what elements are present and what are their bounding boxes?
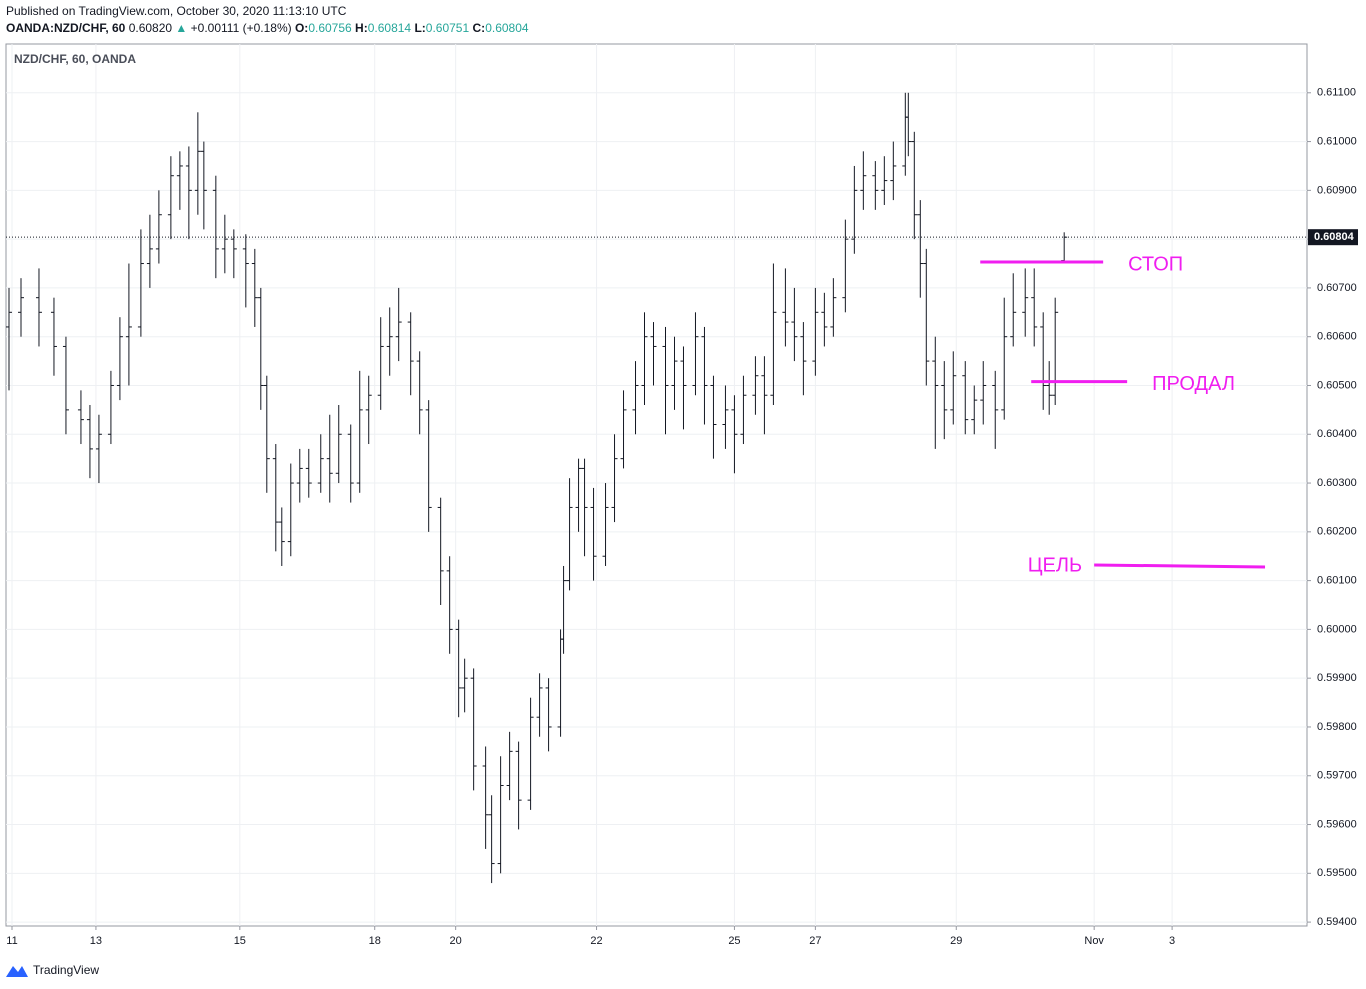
chart-title: NZD/CHF, 60, OANDA (14, 52, 136, 66)
x-tick-label: Nov (1084, 935, 1104, 947)
y-tick-label: 0.60000 (1317, 623, 1357, 635)
annotation-label: ЦЕЛЬ (1028, 554, 1082, 576)
x-tick-label: 3 (1169, 935, 1175, 947)
bars (5, 92, 1307, 884)
change-arrow: ▲ (175, 21, 187, 35)
x-tick-label: 29 (950, 935, 962, 947)
ohlc-label: H: (355, 21, 368, 35)
grid (6, 44, 1307, 926)
ohlc-label: O: (295, 21, 308, 35)
brand: TradingView (33, 963, 99, 977)
brand-logo (6, 966, 28, 977)
last-price-label: 0.60804 (1314, 231, 1355, 243)
y-tick-label: 0.61100 (1317, 87, 1356, 99)
change: +0.00111 (+0.18%) (191, 21, 292, 35)
y-tick-label: 0.59900 (1317, 672, 1357, 684)
ohlc-value: 0.60756 (308, 21, 352, 35)
last-price: 0.60820 (129, 21, 173, 35)
x-tick-label: 11 (6, 935, 17, 947)
ohlc-label: C: (473, 21, 486, 35)
y-tick-label: 0.60100 (1317, 575, 1357, 587)
plot-frame (5, 43, 1308, 927)
header-line: OANDA:NZD/CHF, 60 0.60820 ▲ +0.00111 (+0… (6, 21, 529, 35)
y-tick-label: 0.60300 (1317, 477, 1357, 489)
last-price-tag (1308, 229, 1358, 246)
ohlc-label: L: (414, 21, 425, 35)
annotation-line (1094, 563, 1266, 569)
symbol: OANDA:NZD/CHF, 60 (6, 21, 126, 35)
ohlc-value: 0.60804 (485, 21, 529, 35)
y-tick-label: 0.61000 (1317, 135, 1357, 147)
ohlc-value: 0.60814 (368, 21, 412, 35)
y-tick-label: 0.59500 (1317, 867, 1357, 879)
y-tick-label: 0.60900 (1317, 184, 1357, 196)
header-text: OANDA:NZD/CHF, 60 0.60820 ▲ +0.00111 (+0… (6, 21, 529, 35)
x-tick-label: 13 (90, 935, 102, 947)
x-tick-label: 20 (450, 935, 462, 947)
published-note: Published on TradingView.com, October 30… (6, 4, 347, 18)
y-tick-label: 0.59800 (1317, 721, 1357, 733)
y-tick-label: 0.59700 (1317, 770, 1357, 782)
y-tick-label: 0.59400 (1317, 916, 1357, 928)
x-tick-label: 27 (809, 935, 821, 947)
y-tick-label: 0.60200 (1317, 526, 1357, 538)
x-tick-label: 25 (728, 935, 740, 947)
annotation-label: ПРОДАЛ (1152, 373, 1235, 395)
annotation-label: СТОП (1128, 253, 1183, 275)
x-tick-label: 15 (234, 935, 246, 947)
y-tick-label: 0.60500 (1317, 379, 1357, 391)
axes: 0.59400 0.59500 0.59600 0.59700 0.59800 0.599… (6, 87, 1358, 947)
y-tick-label: 0.60600 (1317, 331, 1357, 343)
x-tick-label: 22 (590, 935, 602, 947)
ohlc-value: 0.60751 (426, 21, 470, 35)
annotations: СТОП ПРОДАЛ ЦЕЛЬ (980, 253, 1266, 576)
y-tick-label: 0.60400 (1317, 428, 1357, 440)
x-tick-label: 18 (369, 935, 381, 947)
y-tick-label: 0.59600 (1317, 818, 1357, 830)
y-tick-label: 0.60700 (1317, 282, 1357, 294)
